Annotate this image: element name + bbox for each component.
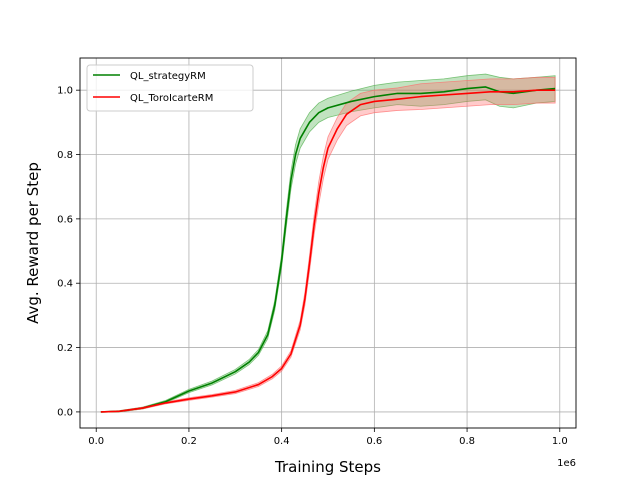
y-tick-label: 0.4 xyxy=(57,279,73,290)
legend: QL_strategyRM QL_ToroIcarteRM xyxy=(86,64,254,112)
legend-label-strategy: QL_strategyRM xyxy=(130,71,206,82)
x-axis-label: Training Steps xyxy=(274,458,381,476)
y-tick-label: 0.6 xyxy=(57,214,73,225)
series-lines xyxy=(100,86,556,413)
x-offset-label: 1e6 xyxy=(557,458,576,469)
axis-ticks: 0.0 0.2 0.4 0.6 0.8 1.0 0.0 0.2 0.4 0.6 0.8 1.0 xyxy=(57,86,568,447)
series-line-1 xyxy=(100,89,556,413)
legend-box xyxy=(86,64,254,112)
x-tick-label: 0.2 xyxy=(181,436,197,447)
y-axis-label: Avg. Reward per Step xyxy=(24,162,42,324)
y-tick-label: 0.0 xyxy=(57,407,73,418)
y-tick-label: 1.0 xyxy=(57,86,73,97)
y-tick-label: 0.2 xyxy=(57,343,73,354)
grid-lines xyxy=(80,58,576,428)
x-tick-label: 1.0 xyxy=(552,436,568,447)
x-tick-label: 0.8 xyxy=(459,436,475,447)
series-line-0 xyxy=(100,86,556,413)
x-tick-label: 0.0 xyxy=(88,436,104,447)
x-tick-label: 0.6 xyxy=(366,436,382,447)
y-tick-label: 0.8 xyxy=(57,150,73,161)
plot-frame xyxy=(79,57,577,429)
x-tick-label: 0.4 xyxy=(274,436,290,447)
legend-label-toroicarte: QL_ToroIcarteRM xyxy=(130,93,213,104)
